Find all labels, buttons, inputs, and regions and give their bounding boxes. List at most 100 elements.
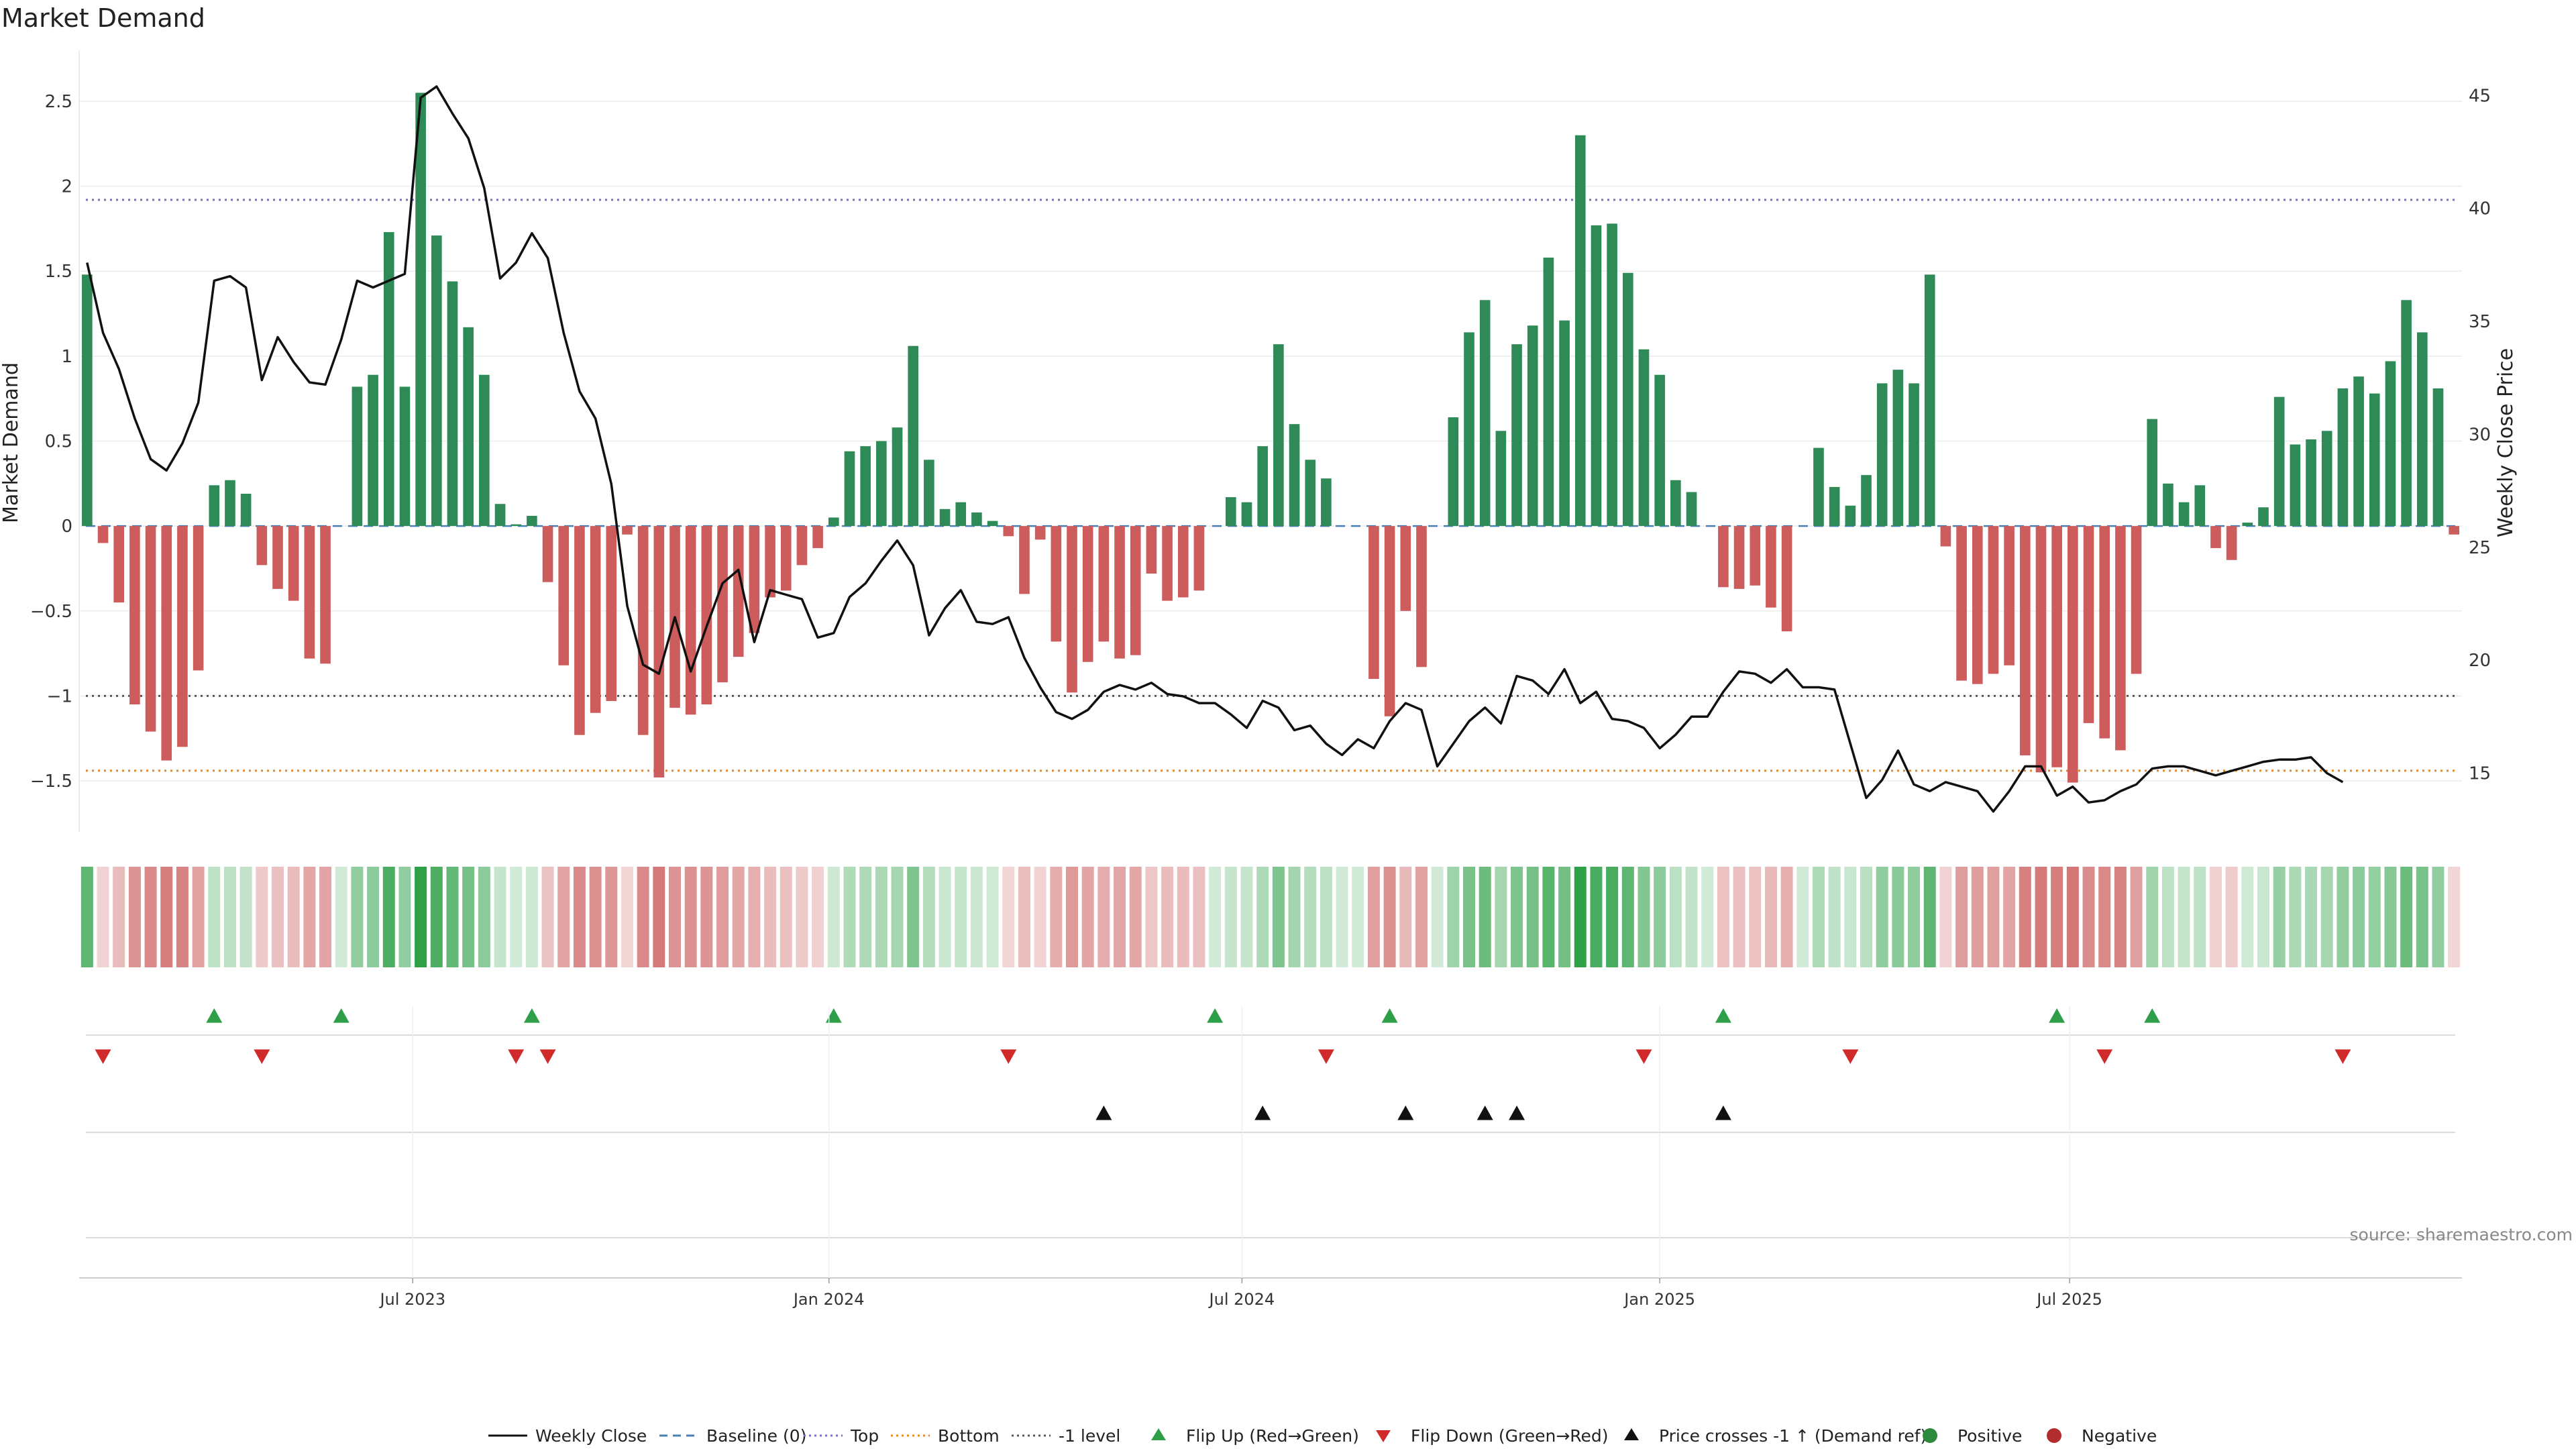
chart-title: Market Demand xyxy=(1,3,205,33)
positive-bar xyxy=(1305,460,1316,527)
heat-cell xyxy=(1463,867,1475,967)
negative-bar xyxy=(1384,526,1395,716)
negative-bar xyxy=(812,526,823,549)
heat-cell xyxy=(1511,867,1523,967)
heat-cell xyxy=(1574,867,1587,967)
positive-bar xyxy=(2163,483,2174,527)
legend-item: Flip Up (Red→Green) xyxy=(1151,1426,1359,1446)
heat-cell xyxy=(1860,867,1872,967)
negative-bar xyxy=(1177,526,1189,598)
y-axis-label: Market Demand xyxy=(0,362,23,523)
negative-bar xyxy=(1400,526,1411,611)
negative-bar xyxy=(288,526,299,601)
negative-bar xyxy=(606,526,617,701)
positive-bar xyxy=(1622,272,1633,527)
negative-bar xyxy=(2449,526,2459,535)
heat-cell xyxy=(1161,867,1174,967)
heat-cell xyxy=(478,867,490,967)
heat-cell xyxy=(2273,867,2286,967)
heat-cell xyxy=(1828,867,1841,967)
negative-bar xyxy=(558,526,570,665)
heat-cell xyxy=(700,867,713,967)
positive-bar xyxy=(1574,135,1586,527)
heat-cell xyxy=(2146,867,2159,967)
positive-bar xyxy=(1321,478,1332,527)
positive-bar xyxy=(240,494,252,527)
heat-cell xyxy=(1304,867,1317,967)
heat-cell xyxy=(812,867,824,967)
heat-cell xyxy=(1971,867,1984,967)
y2-tick-label: 35 xyxy=(2469,312,2491,332)
heat-cell xyxy=(907,867,920,967)
negative-bar xyxy=(717,526,728,683)
positive-bar xyxy=(844,451,855,527)
negative-bar xyxy=(145,526,156,732)
positive-bar xyxy=(209,485,220,527)
positive-bar xyxy=(892,427,903,527)
negative-bar xyxy=(1082,526,1093,662)
heat-cell xyxy=(113,867,125,967)
heat-cell xyxy=(1621,867,1634,967)
heat-cell xyxy=(859,867,872,967)
heat-cell xyxy=(1685,867,1698,967)
negative-bar xyxy=(177,526,188,747)
heat-cell xyxy=(2194,867,2206,967)
legend-swatch xyxy=(2047,1428,2061,1443)
heat-cell xyxy=(1050,867,1063,967)
negative-bar xyxy=(1193,526,1205,591)
negative-bar xyxy=(304,526,315,659)
negative-bar xyxy=(129,526,140,705)
positive-bar xyxy=(2369,393,2380,527)
heat-cell xyxy=(2114,867,2127,967)
positive-bar xyxy=(2385,361,2396,527)
heat-cell xyxy=(160,867,173,967)
legend: Weekly Close Baseline (0) Top Bottom -1 leve… xyxy=(488,1426,2157,1446)
legend-label: Negative xyxy=(2082,1426,2157,1446)
positive-bar xyxy=(511,524,522,527)
x-tick-label: Jul 2024 xyxy=(1208,1290,1275,1309)
heat-cell xyxy=(382,867,395,967)
heat-cell xyxy=(2305,867,2318,967)
positive-bar xyxy=(2258,507,2269,527)
heat-cell xyxy=(891,867,904,967)
flip-down-marker xyxy=(2096,1049,2113,1064)
negative-bar xyxy=(1067,526,1077,693)
demand-heat-strip xyxy=(80,867,2461,967)
y2-tick-label: 25 xyxy=(2469,538,2491,558)
heat-cell xyxy=(319,867,332,967)
positive-bar xyxy=(1876,383,1888,527)
positive-bar xyxy=(383,231,394,527)
positive-bar xyxy=(2242,523,2253,527)
heat-cell xyxy=(970,867,983,967)
positive-bar xyxy=(1686,492,1697,527)
heat-cell xyxy=(1097,867,1110,967)
negative-bar xyxy=(1416,526,1427,667)
negative-bar xyxy=(2019,526,2031,756)
price-series xyxy=(86,85,2344,813)
flip-down-marker xyxy=(1635,1049,1652,1064)
heat-cell xyxy=(653,867,665,967)
heat-cell xyxy=(2400,867,2413,967)
price-cross-marker xyxy=(1095,1106,1112,1120)
negative-bar xyxy=(97,526,109,543)
negative-bar xyxy=(542,526,553,582)
positive-bar xyxy=(1543,257,1554,527)
legend-item: Price crosses -1 ↑ (Demand ref) xyxy=(1624,1426,1927,1446)
y-tick-label: 2.5 xyxy=(45,92,72,112)
legend-item: Bottom xyxy=(891,1426,1000,1446)
negative-bar xyxy=(653,526,665,777)
y2-tick-label: 20 xyxy=(2469,651,2491,671)
price-cross-marker xyxy=(1397,1106,1414,1120)
positive-bar xyxy=(1511,344,1522,527)
heat-cell xyxy=(2368,867,2381,967)
heat-cell xyxy=(303,867,316,967)
heat-cell xyxy=(1431,867,1444,967)
x-tick-label: Jul 2025 xyxy=(2035,1290,2102,1309)
flip-down-marker xyxy=(254,1049,270,1064)
heat-cell xyxy=(1796,867,1809,967)
heat-cell xyxy=(1923,867,1936,967)
positive-bar xyxy=(1527,325,1538,527)
heat-cell xyxy=(415,867,427,967)
positive-bar xyxy=(431,235,442,527)
demand-bars xyxy=(82,93,2459,783)
